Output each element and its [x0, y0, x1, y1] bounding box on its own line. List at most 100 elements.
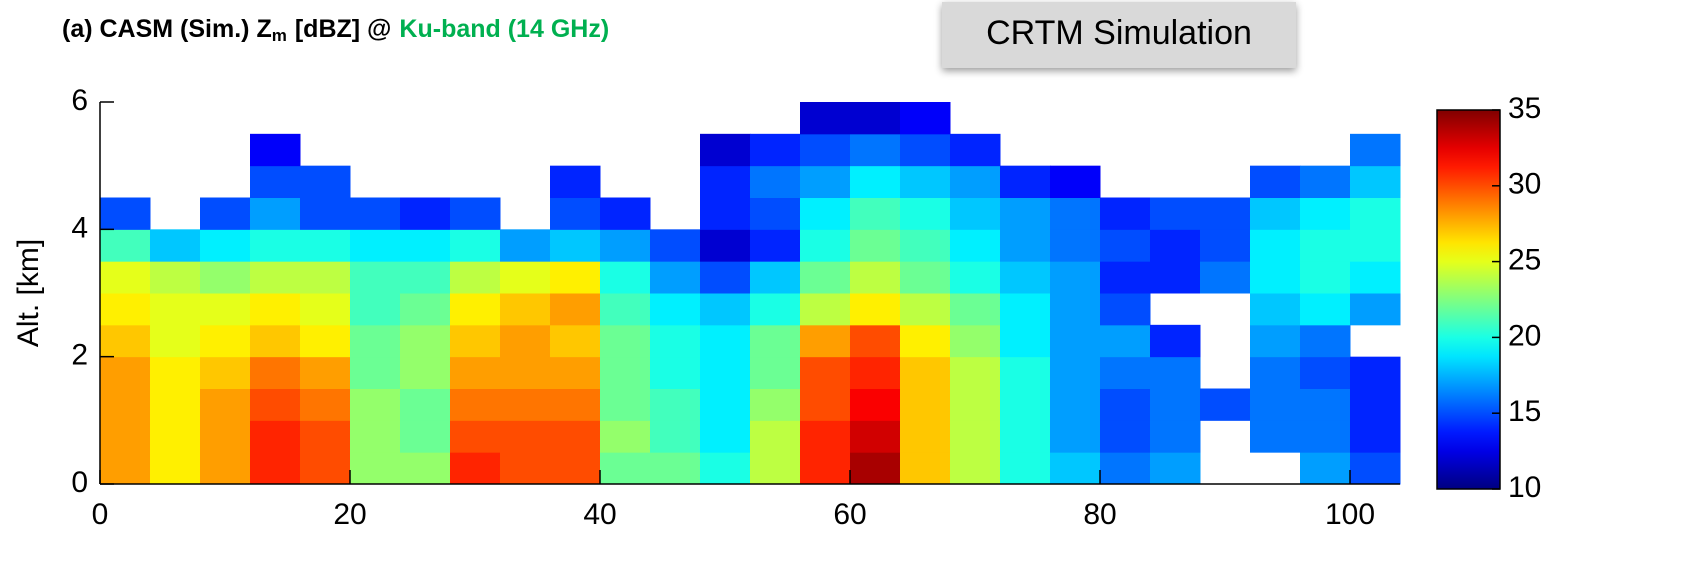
heatmap-cell [1150, 452, 1201, 485]
heatmap-cell [1350, 388, 1401, 421]
heatmap-cell [850, 324, 901, 358]
heatmap-cell [300, 229, 351, 262]
heatmap-cell [700, 388, 751, 421]
colorbar-tick-label: 10 [1508, 471, 1541, 504]
colorbar-tick-label: 30 [1508, 168, 1541, 201]
heatmap-cell [900, 452, 951, 485]
heatmap-cell [800, 133, 851, 167]
heatmap-cell [1000, 165, 1051, 198]
heatmap-cell [1150, 420, 1201, 453]
title-band: Ku-band (14 GHz) [399, 15, 609, 43]
x-tick-label: 40 [583, 498, 616, 531]
heatmap-cell [450, 452, 501, 485]
heatmap-cell [400, 388, 451, 421]
heatmap-cell [350, 197, 401, 230]
heatmap-cell [250, 420, 301, 453]
heatmap-cell [850, 102, 901, 135]
heatmap-cell [950, 293, 1001, 326]
heatmap-cell [200, 356, 251, 389]
heatmap-cell [950, 452, 1001, 485]
heatmap-cell [1100, 420, 1151, 453]
heatmap-cell [850, 229, 901, 262]
heatmap-cell [900, 293, 951, 326]
heatmap-cell [900, 261, 951, 294]
heatmap-cell [1350, 420, 1401, 453]
heatmap-cell [800, 229, 851, 262]
heatmap-cell [1100, 388, 1151, 421]
heatmap-cell [750, 229, 801, 262]
y-axis-label: Alt. [km] [12, 239, 45, 347]
heatmap-cell [600, 261, 651, 294]
heatmap-cell [850, 165, 901, 198]
heatmap-cell [800, 420, 851, 453]
heatmap-cell [800, 293, 851, 326]
heatmap-cell [150, 261, 201, 294]
heatmap-cell [1200, 229, 1251, 262]
heatmap-cell [850, 420, 901, 453]
heatmap-cell [1250, 388, 1301, 421]
heatmap-cell [950, 165, 1001, 198]
heatmap-cell [200, 197, 251, 230]
heatmap-cell [650, 420, 701, 453]
heatmap-cell [1200, 197, 1251, 230]
y-tick-label: 2 [71, 339, 88, 372]
heatmap-cell [650, 356, 701, 389]
heatmap-cell [1100, 452, 1151, 485]
heatmap-cell [450, 197, 501, 230]
heatmap-cell [100, 388, 151, 421]
colorbar-tick-label: 25 [1508, 244, 1541, 277]
heatmap-cell [750, 261, 801, 294]
heatmap-cell [950, 261, 1001, 294]
heatmap-cell [1000, 229, 1051, 262]
heatmap-cell [350, 261, 401, 294]
heatmap-cell [1250, 324, 1301, 358]
heatmap-cell [350, 388, 401, 421]
x-tick-label: 80 [1083, 498, 1116, 531]
heatmap-cell [1350, 356, 1401, 389]
heatmap-cell [700, 356, 751, 389]
heatmap-cell [100, 197, 151, 230]
heatmap-cell [1300, 420, 1351, 453]
heatmap-cell [800, 388, 851, 421]
heatmap-cell [150, 293, 201, 326]
heatmap-cell [600, 420, 651, 453]
heatmap-cell [1100, 197, 1151, 230]
heatmap-cell [150, 452, 201, 485]
heatmap-cell [550, 324, 601, 358]
heatmap-cell [600, 388, 651, 421]
heatmap-cell [900, 229, 951, 262]
heatmap-cell [150, 388, 201, 421]
heatmap-cell [800, 197, 851, 230]
heatmap-cell [800, 102, 851, 135]
heatmap-cell [1000, 324, 1051, 358]
heatmap-cell [1000, 452, 1051, 485]
heatmap-cell [750, 452, 801, 485]
heatmap-cell [500, 356, 551, 389]
heatmap-cell [1050, 261, 1101, 294]
heatmap-cell [800, 165, 851, 198]
heatmap-cell [1150, 356, 1201, 389]
heatmap-cell [100, 261, 151, 294]
heatmap-cell [500, 293, 551, 326]
heatmap-cell [650, 229, 701, 262]
heatmap-cell [600, 229, 651, 262]
heatmap-cell [1350, 229, 1401, 262]
heatmap-cell [1350, 197, 1401, 230]
heatmap-cell [250, 293, 301, 326]
heatmap-cell [500, 388, 551, 421]
heatmap-cell [1300, 261, 1351, 294]
heatmap-cell [1050, 165, 1101, 198]
x-tick-label: 20 [333, 498, 366, 531]
heatmap-cell [900, 165, 951, 198]
heatmap-cell [1050, 388, 1101, 421]
heatmap-cell [1100, 324, 1151, 358]
heatmap-cell [200, 324, 251, 358]
heatmap-cell [750, 356, 801, 389]
heatmap-cell [1350, 165, 1401, 198]
heatmap-cell [700, 293, 751, 326]
heatmap-cell [700, 197, 751, 230]
heatmap-cell [1050, 197, 1101, 230]
heatmap-cell [200, 388, 251, 421]
heatmap-cell [300, 420, 351, 453]
heatmap-cell [700, 452, 751, 485]
